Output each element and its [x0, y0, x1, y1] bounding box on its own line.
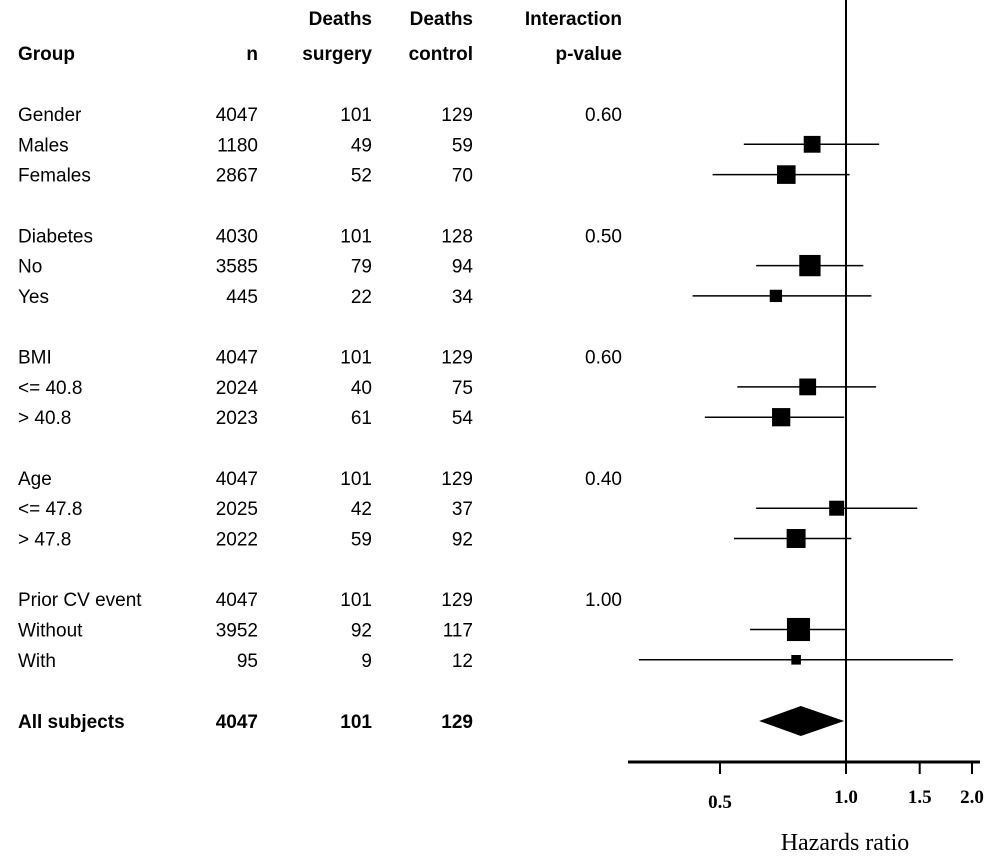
- row-deaths-surgery: 40: [351, 378, 372, 399]
- row-deaths-surgery: 101: [340, 348, 372, 369]
- x-tick-label: 1.0: [834, 787, 858, 808]
- row-interaction-pvalue: 1.00: [585, 590, 622, 611]
- row-group-label: Males: [18, 135, 69, 156]
- x-tick-label: 1.5: [908, 787, 932, 808]
- row-deaths-control: 129: [441, 469, 473, 490]
- row-group-label: Diabetes: [18, 226, 93, 247]
- row-deaths-control: 75: [452, 378, 473, 399]
- row-group-label: > 47.8: [18, 530, 71, 551]
- row-deaths-surgery: 101: [340, 226, 372, 247]
- row-n: 2023: [216, 408, 258, 429]
- header-n: n: [246, 44, 258, 65]
- row-deaths-surgery: 52: [351, 166, 372, 187]
- x-tick-label: 2.0: [960, 787, 984, 808]
- row-group-label: Age: [18, 469, 52, 490]
- row-deaths-control: 59: [452, 135, 473, 156]
- row-n: 3952: [216, 621, 258, 642]
- row-n: 3585: [216, 257, 258, 278]
- x-tick-label: 0.5: [708, 792, 732, 813]
- row-deaths-surgery: 79: [351, 257, 372, 278]
- hr-square: [799, 254, 821, 277]
- row-deaths-surgery: 22: [351, 287, 372, 308]
- row-deaths-control: 37: [452, 499, 473, 520]
- row-group-label: <= 47.8: [18, 499, 82, 520]
- row-n: 2022: [216, 530, 258, 551]
- row-deaths-control: 117: [443, 621, 473, 642]
- row-group-label: With: [18, 651, 56, 672]
- row-deaths-surgery: 49: [351, 135, 372, 156]
- row-deaths-control: 129: [441, 105, 473, 126]
- row-group-label: BMI: [18, 348, 52, 369]
- hr-square: [829, 500, 845, 516]
- row-deaths-control: 129: [441, 590, 473, 611]
- row-deaths-surgery: 101: [340, 590, 372, 611]
- hr-square: [786, 617, 811, 642]
- row-interaction-pvalue: 0.60: [585, 348, 622, 369]
- row-n: 1180: [217, 135, 258, 156]
- x-ticks: 0.5 1.0 1.5 2.0: [708, 762, 984, 813]
- row-deaths-control: 128: [441, 226, 473, 247]
- header-deaths-surgery-line1: Deaths: [309, 9, 372, 30]
- row-n: 4047: [216, 469, 258, 490]
- row-n: 4047: [216, 348, 258, 369]
- row-n: 4030: [216, 226, 258, 247]
- hr-square: [772, 408, 791, 427]
- header-deaths-surgery-line2: surgery: [302, 44, 372, 65]
- row-deaths-control: 54: [452, 408, 474, 429]
- row-group-label: Gender: [18, 105, 82, 126]
- row-n: 2025: [216, 499, 258, 520]
- row-group-label: > 40.8: [18, 408, 71, 429]
- overall-deaths-surgery: 101: [340, 712, 372, 733]
- header-deaths-control-line2: control: [409, 44, 473, 65]
- x-axis-title: Hazards ratio: [781, 830, 910, 856]
- row-deaths-surgery: 101: [340, 105, 372, 126]
- row-deaths-surgery: 9: [361, 651, 372, 672]
- row-group-label: Females: [18, 166, 91, 187]
- row-deaths-surgery: 59: [351, 530, 372, 551]
- row-group-label: <= 40.8: [18, 378, 82, 399]
- row-deaths-surgery: 42: [351, 499, 372, 520]
- row-n: 2867: [216, 166, 258, 187]
- row-interaction-pvalue: 0.50: [585, 226, 622, 247]
- header-deaths-control-line1: Deaths: [410, 9, 473, 30]
- row-deaths-control: 94: [452, 257, 474, 278]
- row-deaths-control: 34: [452, 287, 474, 308]
- row-n: 2024: [216, 378, 259, 399]
- row-group-label: Without: [18, 621, 83, 642]
- overall-label: All subjects: [18, 712, 125, 733]
- overall-n: 4047: [216, 712, 258, 733]
- row-group-label: Yes: [18, 287, 49, 308]
- hr-square: [786, 529, 806, 548]
- header-pvalue-line2: p-value: [555, 44, 622, 65]
- row-deaths-surgery: 61: [351, 408, 372, 429]
- hr-square: [791, 655, 801, 665]
- overall-deaths-control: 129: [441, 712, 473, 733]
- row-n: 4047: [216, 590, 258, 611]
- row-deaths-control: 92: [452, 530, 473, 551]
- row-n: 4047: [216, 105, 258, 126]
- row-group-label: No: [18, 257, 42, 278]
- row-deaths-surgery: 101: [340, 469, 372, 490]
- hr-square: [776, 165, 796, 184]
- row-deaths-control: 12: [452, 651, 473, 672]
- header-group: Group: [18, 44, 75, 65]
- row-n: 95: [237, 651, 258, 672]
- row-interaction-pvalue: 0.40: [585, 469, 622, 490]
- hr-square: [799, 378, 817, 396]
- hr-square: [769, 289, 783, 303]
- row-deaths-control: 129: [441, 348, 473, 369]
- row-interaction-pvalue: 0.60: [585, 105, 622, 126]
- row-group-label: Prior CV event: [18, 590, 142, 611]
- header-pvalue-line1: Interaction: [525, 9, 622, 30]
- row-deaths-control: 70: [452, 166, 473, 187]
- row-n: 445: [226, 287, 258, 308]
- row-deaths-surgery: 92: [351, 621, 372, 642]
- hr-square: [803, 135, 821, 153]
- overall-diamond: [759, 706, 845, 736]
- plot-marks: [638, 135, 953, 736]
